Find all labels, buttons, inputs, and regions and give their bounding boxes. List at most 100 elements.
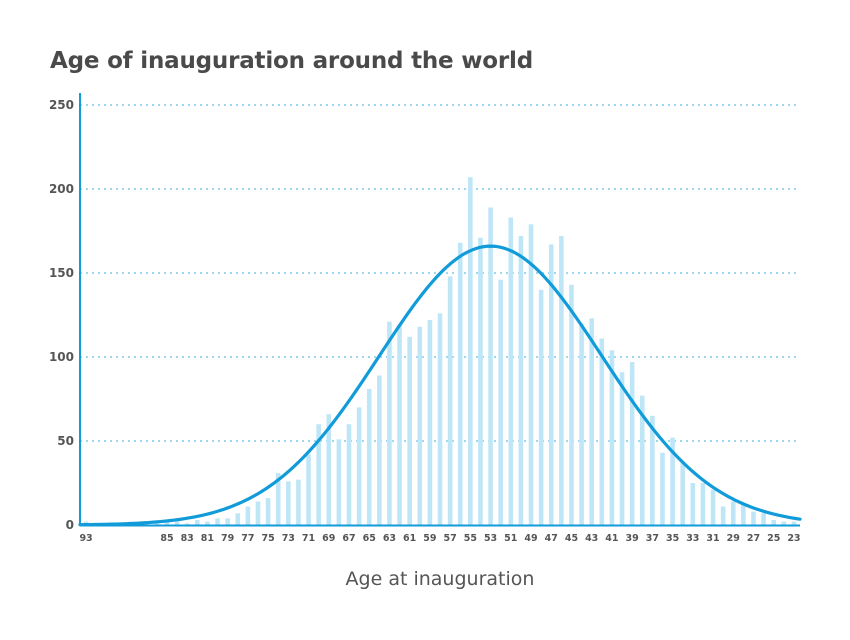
x-tick-77: 77	[241, 533, 254, 544]
bar-age-62	[397, 325, 402, 525]
x-tick-29: 29	[727, 533, 740, 544]
bar-age-84	[174, 521, 180, 525]
bar-age-82	[195, 519, 200, 525]
x-tick-27: 27	[747, 533, 760, 544]
x-tick-51: 51	[504, 533, 517, 544]
bar-age-49	[528, 224, 534, 525]
x-tick-33: 33	[686, 533, 699, 544]
y-tick-100: 100	[49, 350, 74, 364]
bar-age-48	[538, 289, 544, 525]
bar-age-81	[205, 521, 210, 525]
bar-age-45	[569, 284, 574, 525]
x-tick-75: 75	[261, 533, 274, 544]
y-tick-50: 50	[57, 434, 74, 448]
bar-age-25	[771, 519, 777, 525]
x-tick-45: 45	[565, 533, 578, 544]
x-tick-37: 37	[646, 533, 659, 544]
x-tick-49: 49	[524, 533, 537, 544]
bar-age-53	[488, 207, 493, 526]
bar-age-33	[690, 483, 696, 525]
bar-age-51	[508, 217, 514, 525]
bar-age-73	[286, 481, 291, 525]
x-tick-39: 39	[626, 533, 639, 544]
bar-age-83	[184, 523, 190, 525]
bar-age-86	[154, 523, 160, 525]
bar-age-43	[589, 318, 594, 525]
x-tick-67: 67	[342, 533, 355, 544]
y-tick-labels: 0 50 100 150 200 250	[49, 98, 74, 532]
x-tick-41: 41	[605, 533, 618, 544]
bar-age-29	[730, 501, 736, 525]
bar-age-42	[599, 338, 605, 525]
bar-age-47	[548, 244, 554, 525]
bar-age-74	[275, 472, 281, 525]
bar-age-40	[619, 372, 625, 525]
bar-age-57	[447, 276, 453, 525]
x-tick-57: 57	[443, 533, 456, 544]
x-tick-63: 63	[383, 533, 396, 544]
x-tick-79: 79	[221, 533, 234, 544]
bar-age-52	[498, 279, 503, 525]
bar-age-61	[407, 336, 412, 525]
bar-age-80	[215, 518, 220, 525]
axes	[79, 93, 800, 527]
bar-age-27	[751, 511, 756, 525]
chart-title: Age of inauguration around the world	[50, 48, 533, 74]
bar-age-31	[710, 489, 716, 525]
bar-age-70	[316, 424, 321, 525]
bar-age-28	[741, 504, 746, 525]
x-tick-43: 43	[585, 533, 598, 544]
x-tick-47: 47	[545, 533, 558, 544]
x-tick-31: 31	[706, 533, 719, 544]
bar-age-39	[629, 362, 635, 525]
bar-age-75	[265, 498, 271, 525]
x-tick-81: 81	[201, 533, 214, 544]
bar-age-34	[680, 462, 685, 525]
x-tick-69: 69	[322, 533, 335, 544]
bar-age-44	[579, 323, 584, 525]
bar-age-35	[670, 437, 675, 525]
bar-age-24	[781, 521, 787, 525]
y-tick-250: 250	[49, 98, 74, 112]
bar-age-55	[468, 177, 473, 526]
x-axis-label: Age at inauguration	[345, 568, 535, 590]
bar-age-76	[255, 501, 261, 525]
bars	[83, 177, 797, 526]
bar-age-79	[225, 518, 230, 525]
x-tick-23: 23	[787, 533, 800, 544]
x-tick-53: 53	[484, 533, 497, 544]
fit-curve-line	[78, 244, 802, 527]
x-tick-71: 71	[302, 533, 315, 544]
x-tick-93: 93	[79, 533, 92, 544]
bar-age-46	[559, 236, 564, 526]
bar-age-58	[437, 313, 443, 525]
bar-age-77	[245, 506, 251, 525]
bar-age-59	[427, 320, 433, 525]
x-tick-85: 85	[160, 533, 173, 544]
bar-age-66	[356, 407, 362, 525]
bar-age-56	[457, 242, 463, 525]
bar-age-60	[417, 326, 423, 525]
x-tick-25: 25	[767, 533, 780, 544]
x-tick-65: 65	[363, 533, 376, 544]
bar-age-78	[235, 513, 241, 525]
bar-age-50	[518, 236, 524, 526]
y-tick-0: 0	[66, 518, 74, 532]
bar-age-67	[346, 424, 352, 525]
x-tick-labels: 93 85 83 81 79 77 75 73 71 69 67 65 63 61 59 57 55 53 51 49…	[79, 533, 800, 544]
bar-age-63	[387, 321, 392, 525]
bar-age-41	[609, 350, 615, 525]
x-tick-59: 59	[423, 533, 436, 544]
bar-age-69	[326, 414, 332, 525]
bar-age-30	[720, 506, 726, 525]
bar-age-54	[478, 237, 483, 525]
bar-age-23	[791, 521, 797, 525]
bar-age-38	[639, 395, 645, 525]
x-tick-61: 61	[403, 533, 416, 544]
bar-age-64	[377, 375, 382, 525]
y-tick-150: 150	[49, 266, 74, 280]
x-tick-73: 73	[282, 533, 295, 544]
x-tick-55: 55	[464, 533, 477, 544]
bar-age-26	[761, 513, 766, 525]
